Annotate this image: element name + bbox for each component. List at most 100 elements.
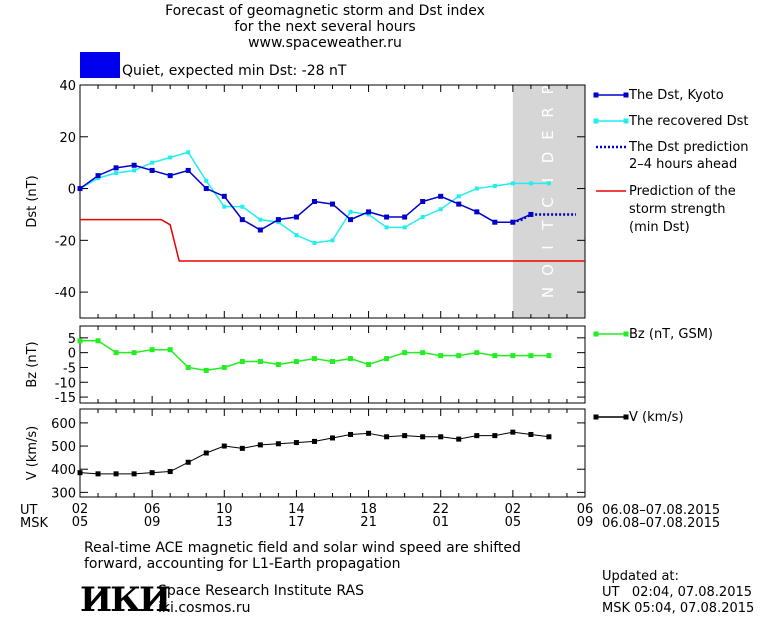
y-tick-label: -40 bbox=[55, 286, 76, 301]
dst-kyoto-point bbox=[95, 173, 101, 179]
prediction-band-letter: T bbox=[539, 220, 557, 231]
dst-y-axis-label: Dst (nT) bbox=[25, 175, 40, 227]
bz-point bbox=[239, 359, 245, 365]
v-point bbox=[77, 470, 83, 476]
v-point bbox=[275, 441, 281, 447]
prediction-band-letter: P bbox=[539, 85, 557, 94]
recovered-dst-point bbox=[438, 207, 443, 212]
dst-kyoto-point bbox=[456, 201, 462, 207]
v-point bbox=[366, 430, 372, 436]
bz-point bbox=[311, 356, 317, 362]
dst-kyoto-point bbox=[257, 227, 263, 233]
dst-kyoto-point bbox=[275, 217, 281, 223]
status-color-swatch bbox=[80, 52, 120, 78]
prediction-band bbox=[512, 85, 585, 318]
y-tick-label: 0 bbox=[68, 183, 76, 198]
legend-prediction-line2: 2–4 hours ahead bbox=[629, 157, 737, 172]
bz-point bbox=[546, 353, 552, 359]
recovered-dst-point bbox=[276, 220, 281, 225]
dst-kyoto-point bbox=[402, 214, 408, 220]
v-point bbox=[456, 436, 462, 442]
dst-kyoto-point bbox=[293, 214, 299, 220]
bz-point bbox=[131, 350, 137, 356]
recovered-dst-point bbox=[204, 178, 209, 183]
y-tick-label: -5 bbox=[63, 361, 76, 376]
dst-kyoto-point bbox=[221, 193, 227, 199]
dst-frame bbox=[79, 84, 586, 319]
recovered-dst-line bbox=[79, 151, 549, 244]
legend-bz-swatch-marker bbox=[593, 331, 599, 337]
chart-title-line2: for the next several hours bbox=[234, 19, 416, 35]
legend-v: V (km/s) bbox=[629, 410, 684, 425]
y-tick-label: -15 bbox=[55, 391, 76, 406]
bz-point bbox=[366, 362, 372, 367]
bz-point bbox=[257, 359, 263, 365]
bz-point bbox=[456, 353, 462, 359]
v-frame bbox=[79, 408, 586, 498]
note-line2: forward, accounting for L1-Earth propaga… bbox=[84, 556, 401, 572]
bz-point bbox=[275, 362, 281, 367]
v-point bbox=[149, 470, 155, 476]
legend-bz-swatch-marker bbox=[623, 331, 629, 337]
msk-tick-label: 09 bbox=[144, 515, 161, 530]
bz-frame bbox=[79, 325, 586, 404]
chart-title-url: www.spaceweather.ru bbox=[248, 35, 402, 51]
institute-url[interactable]: iki.cosmos.ru bbox=[158, 600, 251, 616]
msk-tick-label: 17 bbox=[288, 515, 305, 530]
recovered-dst-point bbox=[474, 186, 479, 191]
legend-dst-kyoto: The Dst, Kyoto bbox=[628, 88, 724, 103]
msk-tick-label: 05 bbox=[505, 515, 522, 530]
recovered-dst-point bbox=[312, 240, 317, 245]
msk-tick-label: 09 bbox=[577, 515, 594, 530]
ut-tick-label: 22 bbox=[432, 502, 449, 517]
bz-y-axis-label: Bz (nT) bbox=[25, 341, 40, 387]
ut-tick-label: 18 bbox=[360, 502, 377, 517]
dst-prediction-line bbox=[512, 213, 576, 224]
legend-recovered: The recovered Dst bbox=[628, 114, 748, 129]
institute-name: Space Research Institute RAS bbox=[158, 583, 364, 599]
chart-title-line1: Forecast of geomagnetic storm and Dst in… bbox=[165, 3, 485, 19]
dst-kyoto-point bbox=[239, 217, 245, 223]
recovered-dst-point bbox=[96, 176, 101, 181]
bz-point bbox=[77, 338, 83, 344]
y-tick-label: 400 bbox=[51, 463, 76, 478]
ut-tick-label: 06 bbox=[577, 502, 594, 517]
v-point bbox=[420, 434, 426, 440]
dst-kyoto-point bbox=[149, 167, 155, 173]
v-point bbox=[330, 435, 335, 441]
v-point bbox=[311, 438, 317, 444]
v-point bbox=[384, 434, 390, 440]
dst-kyoto-line bbox=[79, 164, 532, 231]
dst-panel: P R E D I C T I ON -40 -20 0 20 40 Dst (nT) bbox=[25, 79, 586, 319]
dst-kyoto-point bbox=[384, 214, 390, 220]
time-axis: 02 06 10 14 18 22 02 06 05 09 13 17 21 01 05 09 bbox=[72, 502, 594, 530]
dst-kyoto-point bbox=[366, 209, 372, 215]
dst-kyoto-point bbox=[113, 165, 119, 171]
legend-storm-line2: storm strength bbox=[629, 202, 726, 217]
ut-tick-label: 06 bbox=[144, 502, 161, 517]
dst-kyoto-point bbox=[185, 167, 191, 173]
updated-msk: MSK 05:04, 07.08.2015 bbox=[602, 601, 755, 616]
dst-kyoto-point bbox=[528, 211, 534, 217]
updated-ut: UT 02:04, 07.08.2015 bbox=[602, 585, 753, 600]
y-tick-label: 0 bbox=[68, 347, 76, 362]
bz-point bbox=[348, 356, 354, 362]
v-point bbox=[185, 459, 191, 465]
v-point bbox=[131, 471, 137, 477]
recovered-dst-point bbox=[168, 155, 173, 160]
prediction-band-letter: I bbox=[539, 178, 557, 182]
y-tick-label: 300 bbox=[51, 486, 76, 501]
prediction-band-letter: N bbox=[539, 287, 557, 298]
v-point bbox=[113, 471, 119, 477]
ut-tick-label: 02 bbox=[72, 502, 89, 517]
recovered-dst-point bbox=[330, 238, 335, 243]
recovered-dst-point bbox=[114, 171, 119, 176]
ut-tick-label: 14 bbox=[288, 502, 305, 517]
v-point bbox=[221, 443, 227, 449]
bz-point bbox=[492, 353, 498, 359]
prediction-band-letter: R bbox=[539, 107, 557, 117]
recovered-dst-point bbox=[384, 225, 389, 230]
v-panel: 300 400 500 600 V (km/s) bbox=[25, 408, 586, 501]
bz-point bbox=[113, 350, 119, 356]
